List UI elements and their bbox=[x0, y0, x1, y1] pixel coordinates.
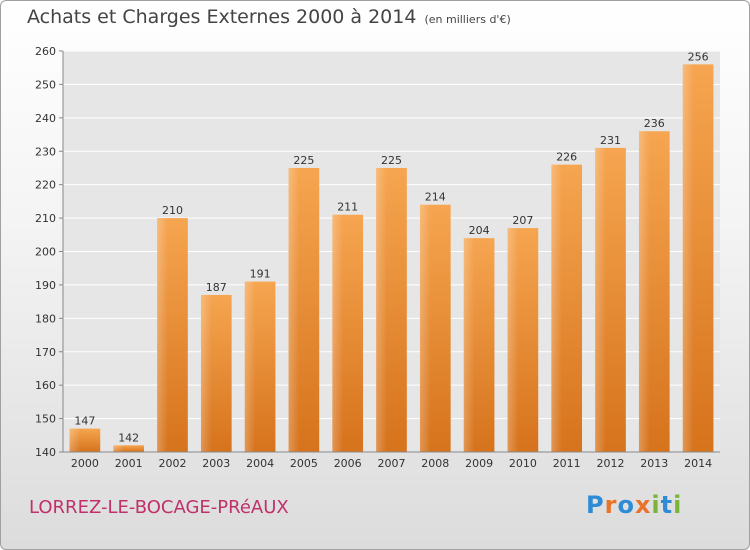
y-tick-label: 230 bbox=[35, 145, 56, 158]
bar-highlight bbox=[113, 445, 125, 452]
bar-highlight bbox=[463, 238, 475, 452]
x-axis: 2000 2001 2002 2003 2004 2005 2006 2007 2008 2009… bbox=[63, 451, 720, 470]
x-tick-label: 2002 bbox=[159, 457, 187, 470]
unit-note: (en milliers d'€) bbox=[424, 13, 511, 26]
x-tick-label: 2008 bbox=[421, 457, 449, 470]
data-label: 225 bbox=[293, 154, 314, 167]
x-tick-label: 2014 bbox=[684, 457, 712, 470]
x-tick-label: 2011 bbox=[553, 457, 581, 470]
y-tick-label: 160 bbox=[35, 379, 56, 392]
x-tick-label: 2005 bbox=[290, 457, 318, 470]
bar-highlight bbox=[551, 164, 563, 452]
x-tick-label: 2013 bbox=[640, 457, 668, 470]
y-axis: 140 150 160 170 180 190 200 210 220 230 240 250 260 bbox=[35, 45, 64, 459]
logo-letter: t bbox=[660, 491, 674, 519]
x-tick-label: 2010 bbox=[509, 457, 537, 470]
city-name: LORREZ-LE-BOCAGE-PRéAUX bbox=[29, 497, 289, 518]
data-label: 256 bbox=[688, 50, 709, 63]
logo-letter: o bbox=[617, 491, 635, 519]
data-label: 204 bbox=[469, 224, 490, 237]
bar-2001 bbox=[113, 445, 145, 452]
data-label: 225 bbox=[381, 154, 402, 167]
y-tick-label: 150 bbox=[35, 413, 56, 426]
bar-highlight bbox=[507, 228, 519, 452]
data-label: 142 bbox=[118, 431, 139, 444]
x-tick-label: 2000 bbox=[71, 457, 99, 470]
y-tick-label: 170 bbox=[35, 346, 56, 359]
y-tick-label: 210 bbox=[35, 212, 56, 225]
data-label: 187 bbox=[206, 281, 227, 294]
data-label: 226 bbox=[556, 151, 577, 164]
bar-highlight bbox=[244, 281, 256, 452]
data-label: 191 bbox=[250, 268, 271, 281]
logo-letter: i bbox=[673, 491, 683, 519]
data-label: 147 bbox=[74, 415, 95, 428]
x-tick-label: 2007 bbox=[378, 457, 406, 470]
bar-highlight bbox=[419, 204, 431, 452]
x-tick-label: 2003 bbox=[202, 457, 230, 470]
y-tick-label: 200 bbox=[35, 246, 56, 259]
data-label: 231 bbox=[600, 134, 621, 147]
logo-letter: P bbox=[586, 491, 605, 519]
y-tick-label: 260 bbox=[35, 45, 56, 58]
bar-highlight bbox=[682, 64, 694, 452]
data-label: 214 bbox=[425, 191, 446, 204]
x-tick-label: 2006 bbox=[334, 457, 362, 470]
logo-letter: r bbox=[604, 491, 618, 519]
y-tick-label: 140 bbox=[35, 446, 56, 459]
data-label: 207 bbox=[512, 214, 533, 227]
proxiti-logo: Proxiti bbox=[586, 491, 682, 519]
title-text: Achats et Charges Externes 2000 à 2014 bbox=[27, 6, 417, 28]
x-tick-label: 2004 bbox=[246, 457, 274, 470]
x-tick-label: 2012 bbox=[597, 457, 625, 470]
y-tick-label: 240 bbox=[35, 112, 56, 125]
bar-highlight bbox=[595, 147, 606, 453]
x-tick-label: 2009 bbox=[465, 457, 493, 470]
data-label: 210 bbox=[162, 204, 183, 217]
bar-highlight bbox=[288, 167, 300, 453]
bar-highlight bbox=[638, 131, 650, 452]
logo-letter: i bbox=[651, 491, 661, 519]
data-label: 211 bbox=[337, 201, 358, 214]
chart-title: Achats et Charges Externes 2000 à 2014 (e… bbox=[27, 6, 511, 28]
bar-highlight bbox=[376, 167, 387, 453]
y-tick-label: 190 bbox=[35, 279, 56, 292]
y-tick-label: 250 bbox=[35, 78, 56, 91]
bar-highlight bbox=[200, 294, 212, 452]
y-tick-label: 180 bbox=[35, 312, 56, 325]
y-tick-label: 220 bbox=[35, 179, 56, 192]
logo-letter: x bbox=[634, 491, 652, 519]
data-label: 236 bbox=[644, 117, 665, 130]
bar-highlight bbox=[157, 218, 168, 452]
bar-highlight bbox=[69, 428, 81, 452]
x-tick-label: 2001 bbox=[115, 457, 143, 470]
bar-highlight bbox=[332, 214, 344, 452]
bars: 147 142 210 187 191 225 211 225 214 204 207 226 231 2… bbox=[69, 50, 714, 453]
